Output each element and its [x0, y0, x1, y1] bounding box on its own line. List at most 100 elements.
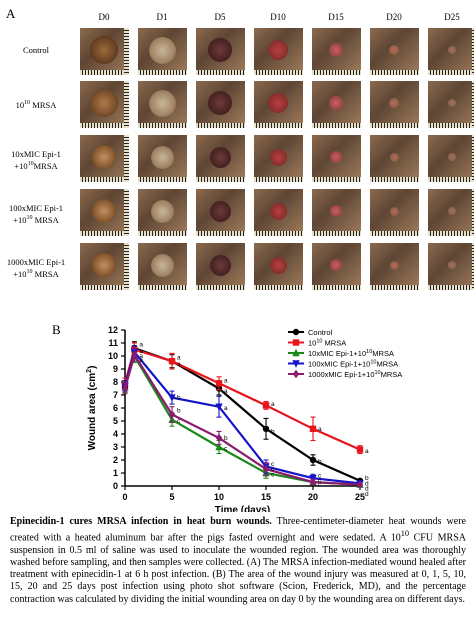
figure-caption: Epinecidin-1 cures MRSA infection in hea… — [10, 516, 466, 606]
y-tick-label: 12 — [108, 325, 118, 335]
wound-photo — [254, 81, 303, 128]
ruler — [254, 70, 303, 75]
ruler — [138, 123, 187, 128]
significance-letter: b — [224, 435, 228, 442]
wound-area — [149, 37, 176, 64]
x-tick-label: 25 — [355, 492, 365, 502]
wound-area — [268, 93, 288, 113]
day-label-d25: D25 — [444, 12, 460, 22]
day-label-d1: D1 — [156, 12, 168, 22]
ruler — [428, 123, 474, 128]
row-label-2: 1010 MRSA — [15, 99, 57, 110]
wound-photo — [138, 28, 187, 75]
caption-text-part2: CFU MRSA suspension in 0.5 ml of saline … — [10, 532, 466, 605]
wound-area — [268, 40, 288, 60]
y-tick-label: 1 — [113, 468, 118, 478]
ruler — [312, 70, 361, 75]
ruler — [138, 231, 187, 236]
wound-photo — [138, 81, 187, 128]
ruler — [428, 285, 474, 290]
ruler — [312, 177, 361, 182]
significance-letter: b — [271, 428, 275, 435]
ruler — [472, 135, 474, 182]
wound-area — [270, 149, 287, 166]
ruler — [370, 285, 419, 290]
ruler — [124, 81, 129, 128]
day-label-d5: D5 — [214, 12, 226, 22]
significance-letter: a — [224, 388, 228, 395]
y-tick-label: 7 — [113, 390, 118, 400]
ruler — [196, 177, 245, 182]
ruler — [312, 123, 361, 128]
ruler — [138, 177, 187, 182]
x-tick-label: 5 — [169, 492, 174, 502]
wound-photo — [370, 81, 419, 128]
ruler — [254, 285, 303, 290]
day-label-d20: D20 — [386, 12, 402, 22]
significance-letter: a — [177, 361, 181, 368]
wound-area — [329, 43, 343, 57]
ruler — [138, 285, 187, 290]
wound-photo — [196, 81, 245, 128]
wound-area — [208, 38, 232, 62]
significance-letter: b — [365, 475, 369, 482]
ruler — [428, 70, 474, 75]
wound-area — [149, 90, 176, 117]
wound-area — [210, 147, 231, 168]
wound-photo — [254, 189, 303, 236]
ruler — [428, 177, 474, 182]
wound-area — [210, 255, 231, 276]
day-label-d0: D0 — [98, 12, 110, 22]
wound-area — [90, 36, 118, 64]
wound-area — [208, 91, 232, 115]
x-axis-label: Time (days) — [215, 505, 270, 512]
data-point — [262, 464, 270, 474]
significance-letter: c — [271, 461, 275, 468]
data-point — [309, 425, 317, 432]
data-point — [309, 477, 317, 487]
ruler — [124, 28, 129, 75]
data-point — [292, 328, 300, 336]
wound-area — [390, 207, 399, 216]
ruler — [472, 28, 474, 75]
y-tick-label: 10 — [108, 351, 118, 361]
wound-photo — [312, 28, 361, 75]
significance-letter: a — [224, 378, 228, 385]
wound-area — [92, 253, 116, 277]
ruler — [370, 231, 419, 236]
significance-letter: d — [365, 486, 369, 493]
wound-photo — [312, 189, 361, 236]
wound-area — [151, 254, 174, 277]
data-point — [292, 348, 300, 357]
significance-letter: a — [139, 357, 143, 364]
ruler — [196, 123, 245, 128]
ruler — [80, 231, 129, 236]
wound-photo — [312, 81, 361, 128]
significance-letter: c — [318, 482, 322, 489]
ruler — [196, 231, 245, 236]
data-point — [215, 433, 223, 443]
ruler — [254, 177, 303, 182]
significance-letter: a — [271, 401, 275, 408]
y-tick-label: 11 — [108, 338, 118, 348]
y-tick-label: 0 — [113, 481, 118, 491]
wound-area — [390, 261, 399, 270]
wound-area — [90, 89, 118, 117]
legend-entry-2: 1010 MRSA — [308, 339, 346, 348]
ruler — [472, 189, 474, 236]
data-point — [356, 480, 364, 489]
wound-area — [270, 203, 287, 220]
ruler — [254, 123, 303, 128]
wound-photo — [428, 243, 474, 290]
wound-area — [390, 153, 399, 162]
significance-letter: a — [177, 354, 181, 361]
significance-letter: a — [139, 348, 143, 355]
significance-letter: c — [318, 473, 322, 480]
significance-letter: a — [139, 341, 143, 348]
significance-letter: b — [177, 395, 181, 402]
wound-photo — [80, 135, 129, 182]
y-axis-label: Wound area (cm2) — [86, 366, 98, 451]
wound-photo — [370, 189, 419, 236]
data-point — [292, 339, 300, 346]
significance-letter: a — [139, 353, 143, 360]
